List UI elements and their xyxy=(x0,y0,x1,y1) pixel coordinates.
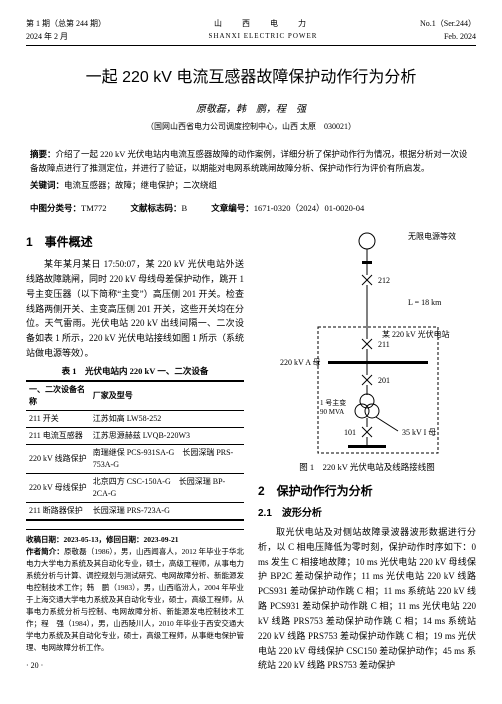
hdr-no: No.1（Ser.244） xyxy=(420,18,476,30)
fig-t1-label: 1 号主变 xyxy=(320,398,346,407)
author-bio: 原敬磊（1986），男，山西闻喜人，2012 年毕业于华北电力大学电力系统及其自… xyxy=(26,547,244,652)
keywords-label: 关键词： xyxy=(30,180,64,190)
figure1-caption: 图 1 220 kV 光伏电站及线路接线图 xyxy=(258,461,476,474)
journal-en: SHANXI ELECTRIC POWER xyxy=(209,31,318,42)
sec2-1-heading: 2.1 波形分析 xyxy=(258,506,476,521)
svg-text:101: 101 xyxy=(344,428,356,437)
classification-line: 中图分类号：TM772 文献标志码：B 文章编号：1671-0320（2024）… xyxy=(30,202,472,215)
svg-text:201: 201 xyxy=(378,376,390,385)
journal-cn: 山 西 电 力 xyxy=(209,18,318,30)
sec2-para: 取光伏电站及对侧站故障录波器波形数据进行分析，以 C 相电压降低为零时刻，保护动… xyxy=(258,525,476,673)
page-number: · 20 · xyxy=(26,660,244,672)
figure1: 无限电源等效 212 L = 18 km 某 220 kV 光伏电站 xyxy=(258,227,476,457)
table1-col0: 一、二次设备名称 xyxy=(26,381,90,411)
sec2-heading: 2 保护动作行为分析 xyxy=(258,482,476,500)
sec1-heading: 1 事件概述 xyxy=(26,233,244,251)
recv-date: 收稿日期：2023-05-13，修回日期：2023-09-21 xyxy=(26,534,244,546)
svg-text:某 220 kV 光伏电站: 某 220 kV 光伏电站 xyxy=(382,329,450,339)
article-title: 一起 220 kV 电流互感器故障保护动作行为分析 xyxy=(26,66,476,90)
keywords-text: 电流互感器；故障；继电保护；二次绕组 xyxy=(64,180,217,190)
footnote-block: 收稿日期：2023-05-13，修回日期：2023-09-21 作者简介：原敬磊… xyxy=(26,529,244,654)
svg-text:L = 18 km: L = 18 km xyxy=(408,298,442,307)
authors: 原敬磊，韩 鹏，程 强 xyxy=(26,102,476,117)
svg-text:212: 212 xyxy=(378,276,390,285)
sec1-para: 某年某月某日 17:50:07，某 220 kV 光伏电站外送线路故障跳闸，同时… xyxy=(26,257,244,361)
svg-text:211: 211 xyxy=(378,340,390,349)
hdr-date: 2024 年 2 月 xyxy=(26,31,106,43)
hdr-issue: 第 1 期（总第 244 期） xyxy=(26,18,106,30)
abstract-block: 摘要：介绍了一起 220 kV 光伏电站内电流互感器故障的动作案例，详细分析了保… xyxy=(30,147,472,192)
table1: 一、二次设备名称 厂家及型号 211 开关江苏如高 LW58-252 211 电… xyxy=(26,380,244,521)
affiliation: （国网山西省电力公司调度控制中心，山西 太原 030021） xyxy=(26,121,476,133)
svg-text:35 kV I 母: 35 kV I 母 xyxy=(402,428,436,437)
abstract-text: 介绍了一起 220 kV 光伏电站内电流互感器故障的动作案例，详细分析了保护动作… xyxy=(30,149,467,173)
table1-col1: 厂家及型号 xyxy=(90,381,244,411)
hdr-month: Feb. 2024 xyxy=(420,31,476,43)
svg-text:90 MVA: 90 MVA xyxy=(320,408,344,416)
running-header: 第 1 期（总第 244 期） 2024 年 2 月 山 西 电 力 SHANX… xyxy=(26,18,476,46)
abstract-label: 摘要： xyxy=(30,149,56,159)
svg-text:220 kV A 母: 220 kV A 母 xyxy=(280,358,321,367)
table1-caption: 表 1 光伏电站内 220 kV 一、二次设备 xyxy=(26,365,244,378)
author-bio-label: 作者简介： xyxy=(26,547,64,556)
fig-src-label: 无限电源等效 xyxy=(408,231,456,241)
